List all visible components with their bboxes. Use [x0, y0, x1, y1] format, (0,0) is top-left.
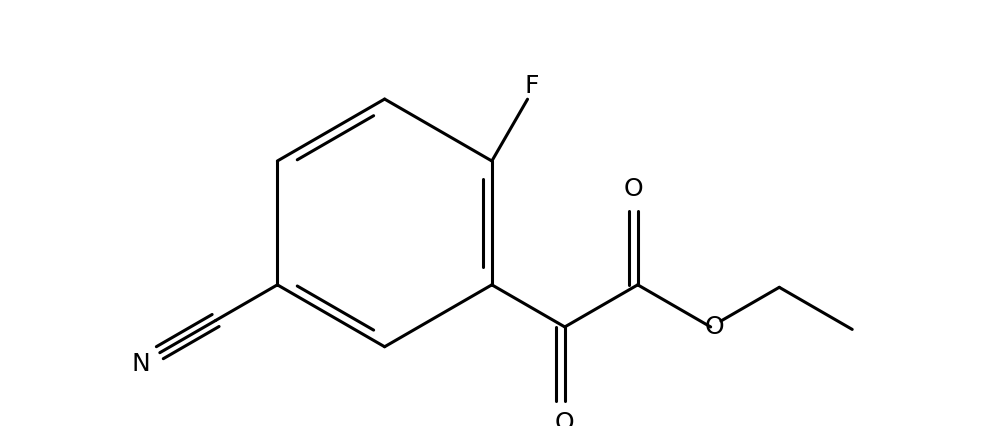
Text: F: F	[525, 74, 539, 98]
Text: O: O	[624, 177, 643, 201]
Text: O: O	[555, 411, 575, 426]
Text: N: N	[132, 351, 150, 376]
Text: O: O	[705, 315, 724, 339]
